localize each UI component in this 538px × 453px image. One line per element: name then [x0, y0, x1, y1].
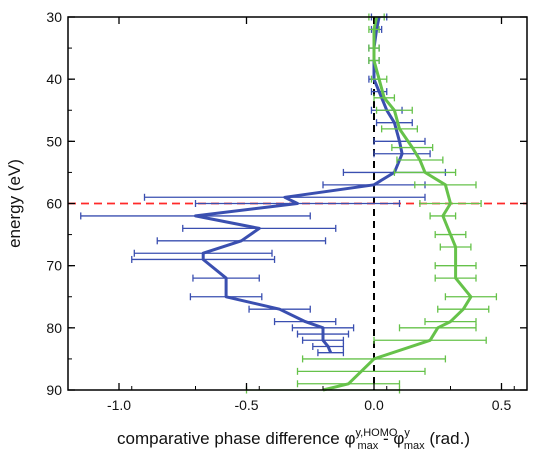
x-tick-label: 0.0 — [364, 397, 384, 413]
series-1 — [80, 13, 447, 357]
x-axis-title-phi2: φ — [393, 429, 404, 448]
series-line — [322, 16, 473, 392]
x-axis-title-sup2: y — [404, 427, 410, 439]
y-tick-label: 70 — [46, 258, 62, 274]
series-line — [194, 16, 404, 354]
x-axis-title-minus: - — [378, 429, 393, 448]
y-tick-label: 30 — [46, 9, 62, 25]
x-tick-label: -0.5 — [234, 397, 258, 413]
x-axis-title-prefix: comparative phase difference — [117, 429, 344, 448]
x-axis-title-sub1: max — [357, 440, 378, 452]
y-tick-label: 60 — [46, 196, 62, 212]
x-tick-label: 0.5 — [492, 397, 512, 413]
x-axis-title: comparative phase difference φy,HOMO max … — [117, 427, 470, 452]
x-tick-label: -1.0 — [107, 397, 131, 413]
x-axis-title-suffix: (rad.) — [425, 429, 470, 448]
x-axis-title-sub2: max — [404, 440, 425, 452]
series-layer — [80, 13, 498, 394]
y-tick-label: 80 — [46, 320, 62, 336]
axes: -1.0 -0.5 0.0 0.5 30 40 50 60 70 80 90 — [46, 9, 527, 413]
y-tick-label: 50 — [46, 133, 62, 149]
x-axis-title-phi: φ — [344, 429, 355, 448]
y-tick-label: 40 — [46, 71, 62, 87]
y-tick-label: 90 — [46, 382, 62, 398]
x-axis-title-sup1: y,HOMO — [355, 427, 397, 439]
y-axis-title: energy (eV) — [5, 159, 24, 248]
